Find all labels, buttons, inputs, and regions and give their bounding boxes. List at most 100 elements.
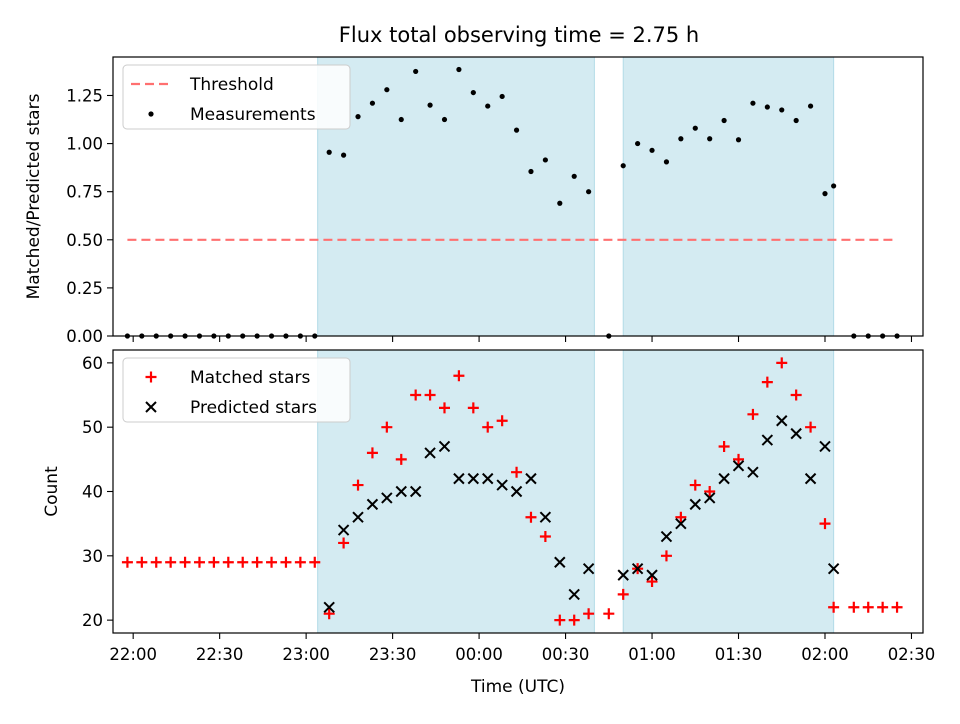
matched-stars-point <box>568 614 580 626</box>
predicted-stars-point <box>438 440 451 453</box>
legend-label: Measurements <box>190 105 316 125</box>
measurements-point <box>707 136 713 142</box>
observing-window-1 <box>317 56 595 337</box>
matched-stars-point <box>660 550 672 562</box>
matched-stars-point <box>251 556 263 568</box>
predicted-stars-point <box>646 569 658 581</box>
x-tick-label: 00:30 <box>542 645 590 664</box>
predicted-stars-point <box>761 434 774 446</box>
matched-stars-point <box>410 389 422 401</box>
predicted-stars-point <box>424 447 436 459</box>
y-tick-label: 20 <box>82 611 103 630</box>
y-tick-label: 0.00 <box>66 327 103 346</box>
measurements-point <box>779 107 785 113</box>
matched-stars-point <box>689 479 701 491</box>
legend-marker <box>145 401 157 413</box>
predicted-stars-point <box>510 485 523 498</box>
matched-stars-point <box>352 479 364 491</box>
matched-stars-point <box>150 556 162 568</box>
shade-layer <box>317 56 835 337</box>
count-x-axis: 22:00 22:30 23:00 23:30 00:00 00:30 01:00 01:30… <box>109 633 935 664</box>
matched-stars-point <box>136 556 148 568</box>
chart-title: Flux total observing time = 2.75 h <box>339 23 699 47</box>
predicted-stars-point <box>467 472 480 485</box>
ratio-y-axis: 0.00 0.25 0.50 0.75 1.00 1.25 <box>66 86 113 346</box>
predicted-stars-point <box>568 588 580 601</box>
measurements-point <box>692 125 698 131</box>
matched-stars-point <box>554 614 566 626</box>
matched-stars-point <box>877 601 889 613</box>
matched-stars-point <box>776 357 788 369</box>
matched-stars-point <box>280 556 292 568</box>
matched-stars-point <box>761 376 773 388</box>
matched-stars-point <box>482 421 494 433</box>
matched-stars-point <box>165 556 177 568</box>
matched-stars-point <box>603 608 615 620</box>
measurements-point <box>571 173 577 179</box>
matched-stars-point <box>294 556 306 568</box>
matched-stars-point <box>539 531 551 543</box>
matched-stars-point <box>747 408 759 420</box>
measurements-point <box>398 116 404 123</box>
matched-stars-point <box>338 537 350 549</box>
matched-stars-point <box>309 556 321 568</box>
x-tick-label: 01:30 <box>715 645 763 664</box>
measurements-point <box>735 137 742 143</box>
matched-stars-point <box>208 556 220 568</box>
predicted-stars-point <box>337 524 350 536</box>
predicted-stars-point <box>482 472 494 485</box>
predicted-stars-point <box>747 466 759 478</box>
y-tick-label: 0.25 <box>66 279 103 298</box>
matched-stars-point <box>366 447 378 459</box>
predicted-stars-point <box>776 415 788 427</box>
legend-label: Predicted stars <box>190 398 317 418</box>
measurements-point <box>764 104 770 110</box>
matched-stars-point <box>222 556 234 568</box>
measurements-point <box>793 117 799 124</box>
measurements-point <box>750 100 756 106</box>
measurements-point <box>470 89 476 96</box>
matched-stars-point <box>453 370 465 382</box>
matched-stars-point <box>805 421 817 433</box>
matched-stars-point <box>583 608 595 620</box>
matched-stars-point <box>862 601 874 613</box>
matched-stars-point <box>733 453 745 465</box>
x-tick-label: 00:00 <box>455 645 503 664</box>
legend-label: Matched stars <box>190 368 310 388</box>
predicted-stars-point <box>689 498 701 511</box>
count-y-axis-label: Count <box>42 466 62 517</box>
measurements-point <box>513 127 520 133</box>
x-tick-label: 23:30 <box>369 645 417 664</box>
matched-stars-point <box>848 601 860 613</box>
matched-stars-point <box>617 588 629 600</box>
matched-stars-point <box>237 556 249 568</box>
predicted-stars-point <box>827 562 840 575</box>
measurements-point <box>831 183 837 189</box>
measurements-point <box>427 102 433 108</box>
predicted-stars-point <box>660 530 673 543</box>
y-tick-label: 50 <box>82 418 103 437</box>
x-tick-label: 02:00 <box>801 645 849 664</box>
predicted-stars-point <box>718 472 730 485</box>
matched-stars-point <box>467 402 479 414</box>
matched-stars-point <box>193 556 205 568</box>
predicted-stars-point <box>323 601 335 613</box>
ratio-plot-frame <box>112 56 924 337</box>
matched-stars-point <box>395 453 407 465</box>
matched-stars-point <box>718 440 730 452</box>
predicted-stars-point <box>409 485 422 498</box>
measurements-point <box>369 100 376 106</box>
count-panel: 20 30 40 50 60 22:00 22:30 23:00 23:30 00:00 00:3… <box>42 349 935 697</box>
measurements-point <box>499 93 505 100</box>
observing-window-2 <box>622 349 835 634</box>
legend-marker <box>148 111 154 117</box>
predicted-stars-point <box>617 569 629 581</box>
predicted-stars-point <box>631 562 644 575</box>
y-tick-label: 1.00 <box>66 135 103 154</box>
x-tick-label: 02:30 <box>888 645 936 664</box>
measurements-point <box>649 147 655 153</box>
matched-stars-point <box>121 556 133 568</box>
x-tick-label: 22:30 <box>196 645 244 664</box>
observing-window-1 <box>317 349 595 634</box>
measurements-point <box>355 114 361 120</box>
